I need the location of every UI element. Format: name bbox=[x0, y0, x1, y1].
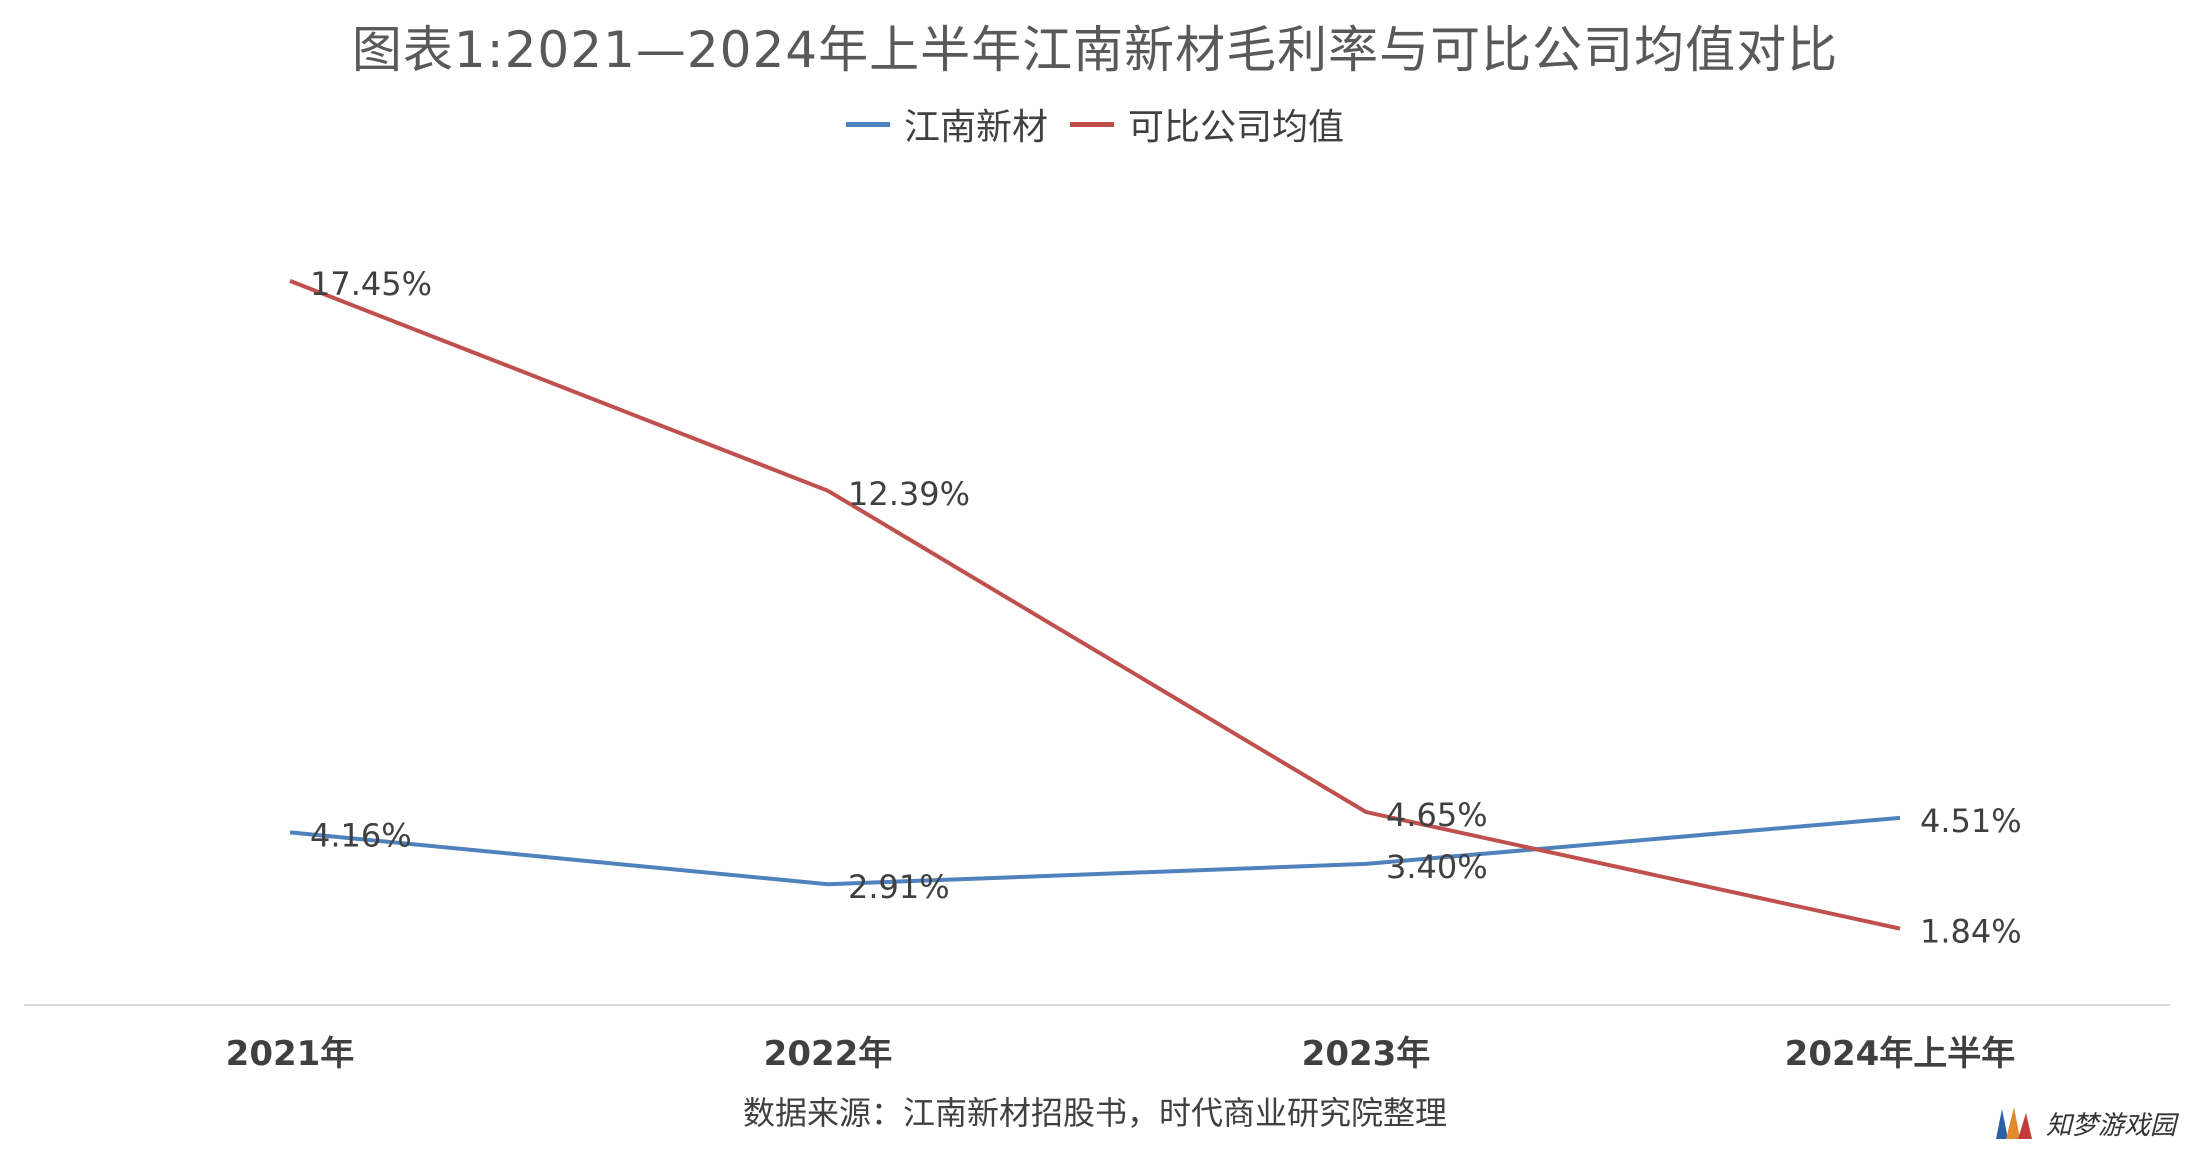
x-tick-layer: 2021年 2022年 2023年 2024年上半年 bbox=[226, 1034, 2016, 1074]
legend-swatch-series-2 bbox=[1070, 121, 1114, 127]
legend-item-series-2: 可比公司均值 bbox=[1070, 98, 1344, 150]
data-label-s1-1: 4.16% bbox=[310, 816, 412, 854]
series-line-1 bbox=[289, 815, 1901, 887]
legend-label-series-1: 江南新材 bbox=[903, 107, 1048, 148]
watermark: 知梦游戏园 bbox=[1992, 1103, 2176, 1143]
data-label-s2-4: 1.84% bbox=[1920, 913, 2022, 951]
series-line-2 bbox=[289, 278, 1901, 931]
data-label-s2-1: 17.45% bbox=[310, 265, 432, 303]
chart-legend: 江南新材 可比公司均值 bbox=[0, 98, 2190, 150]
data-label-s2-2: 12.39% bbox=[848, 475, 970, 513]
sail-logo-icon bbox=[1995, 1107, 2032, 1139]
source-note: 数据来源：江南新材招股书，时代商业研究院整理 bbox=[742, 1094, 1447, 1132]
data-label-s2-3: 4.65% bbox=[1386, 796, 1488, 834]
series-layer bbox=[289, 278, 1901, 931]
data-label-layer: 4.16% 2.91% 3.40% 4.51% 17.45% 12.39% 4.65% 1.8… bbox=[310, 265, 2022, 951]
chart-title: 图表1:2021—2024年上半年江南新材毛利率与可比公司均值对比 bbox=[351, 21, 1839, 79]
data-label-s1-2: 2.91% bbox=[848, 868, 950, 906]
data-label-s1-4: 4.51% bbox=[1920, 802, 2022, 840]
data-label-s1-3: 3.40% bbox=[1386, 848, 1488, 886]
legend-item-series-1: 江南新材 bbox=[845, 98, 1048, 150]
x-tick-label-4: 2024年上半年 bbox=[1785, 1034, 2016, 1074]
legend-label-series-2: 可比公司均值 bbox=[1128, 107, 1345, 148]
x-tick-label-3: 2023年 bbox=[1302, 1034, 1431, 1074]
legend-swatch-series-1 bbox=[845, 121, 890, 127]
x-tick-label-1: 2021年 bbox=[226, 1034, 355, 1074]
watermark-text: 知梦游戏园 bbox=[2045, 1110, 2176, 1141]
x-tick-label-2: 2022年 bbox=[764, 1034, 893, 1074]
